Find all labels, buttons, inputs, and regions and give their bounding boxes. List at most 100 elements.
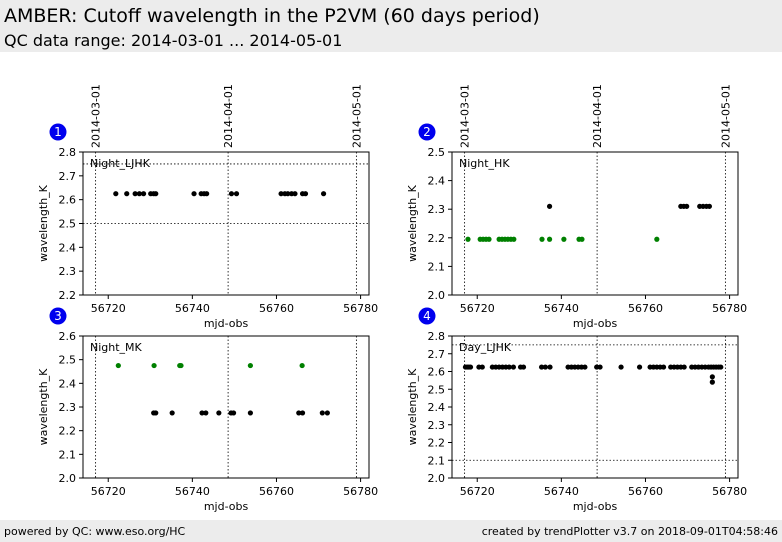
data-point xyxy=(247,410,253,416)
page-title: AMBER: Cutoff wavelength in the P2VM (60… xyxy=(4,5,540,27)
date-tick-label: 2014-05-01 xyxy=(350,84,363,148)
x-tick-label: 56740 xyxy=(544,485,579,498)
date-tick-label: 2014-04-01 xyxy=(222,84,235,148)
data-point xyxy=(709,374,715,380)
y-tick-label: 2.2 xyxy=(59,289,77,302)
y-axis-label: wavelength_K xyxy=(406,184,419,262)
data-point xyxy=(706,203,713,209)
data-point xyxy=(320,191,327,197)
data-point xyxy=(153,410,159,416)
y-tick-label: 2.2 xyxy=(428,437,446,450)
panel-label: Night_LJHK xyxy=(90,157,151,170)
y-tick-label: 2.5 xyxy=(428,146,446,159)
y-tick-label: 2.4 xyxy=(428,401,446,414)
data-point xyxy=(113,191,119,197)
y-tick-label: 2.1 xyxy=(59,448,77,461)
data-point xyxy=(546,236,553,242)
footer-created-by: created by trendPlotter v3.7 on 2018-09-… xyxy=(481,525,778,538)
chart-panel-2: 2.0 2.1 2.2 2.3 2.4 2.5 56720 56740 56760 56780 mj… xyxy=(406,84,747,330)
data-point xyxy=(319,410,325,416)
panel-number: 1 xyxy=(54,125,62,139)
data-point xyxy=(324,410,330,416)
y-tick-label: 2.4 xyxy=(59,241,77,254)
y-tick-label: 2.1 xyxy=(428,260,446,273)
data-point xyxy=(539,236,545,242)
date-tick-label: 2014-03-01 xyxy=(90,84,103,148)
y-tick-label: 2.2 xyxy=(59,425,77,438)
x-tick-label: 56720 xyxy=(91,302,126,315)
panel-label: Day_LJHK xyxy=(459,341,512,354)
data-point xyxy=(681,364,687,370)
chart-panel-4: 2.0 2.1 2.2 2.3 2.4 2.5 2.6 2.7 2.8 56720 56740 567… xyxy=(406,307,747,513)
panel-number: 2 xyxy=(423,125,431,139)
data-point xyxy=(228,191,235,197)
data-point xyxy=(247,362,253,369)
y-tick-label: 2.4 xyxy=(59,377,77,390)
plot-frame xyxy=(451,151,739,296)
y-tick-label: 2.6 xyxy=(59,194,77,207)
panel-number-badge xyxy=(49,307,67,325)
data-point xyxy=(486,236,492,242)
y-axis-label: wavelength_K xyxy=(406,368,419,446)
y-tick-label: 2.3 xyxy=(428,419,446,432)
x-axis-label: mjd-obs xyxy=(573,317,618,330)
data-point xyxy=(299,362,305,369)
chart-panel-3: 2.0 2.1 2.2 2.3 2.4 2.5 2.6 56720 56740 56760 5678… xyxy=(37,307,378,513)
y-tick-label: 2.3 xyxy=(59,265,77,278)
y-tick-label: 2.7 xyxy=(428,348,446,361)
y-axis-label: wavelength_K xyxy=(37,184,50,262)
page-subtitle: QC data range: 2014-03-01 ... 2014-05-01 xyxy=(4,31,343,50)
x-tick-label: 56760 xyxy=(628,485,663,498)
data-point xyxy=(465,236,471,242)
date-tick-label: 2014-05-01 xyxy=(719,84,732,148)
data-point xyxy=(709,379,715,385)
x-tick-label: 56780 xyxy=(712,485,747,498)
data-point xyxy=(542,364,548,370)
y-tick-label: 2.2 xyxy=(428,232,446,245)
x-tick-label: 56780 xyxy=(712,302,747,315)
date-tick-label: 2014-03-01 xyxy=(459,84,472,148)
y-tick-label: 2.8 xyxy=(59,146,77,159)
data-point xyxy=(140,191,147,197)
data-point xyxy=(204,191,210,197)
y-tick-label: 2.3 xyxy=(428,203,446,216)
data-point xyxy=(506,364,512,370)
y-tick-label: 2.3 xyxy=(59,401,77,414)
date-tick-label: 2014-04-01 xyxy=(591,84,604,148)
x-tick-label: 56760 xyxy=(259,485,294,498)
data-point xyxy=(511,236,517,242)
data-point xyxy=(233,191,240,197)
x-tick-label: 56760 xyxy=(259,302,294,315)
data-point xyxy=(285,191,291,197)
data-point xyxy=(132,191,138,197)
x-tick-label: 56760 xyxy=(628,302,663,315)
x-tick-label: 56780 xyxy=(343,485,378,498)
y-tick-label: 2.5 xyxy=(428,383,446,396)
data-point xyxy=(618,364,624,370)
x-tick-label: 56720 xyxy=(460,485,495,498)
data-point xyxy=(479,364,485,370)
data-point xyxy=(538,364,545,370)
data-point xyxy=(597,364,603,370)
data-point xyxy=(684,203,690,209)
data-point xyxy=(660,364,667,370)
data-point xyxy=(296,410,302,416)
x-tick-label: 56740 xyxy=(175,485,210,498)
data-point xyxy=(230,410,237,416)
x-tick-label: 56740 xyxy=(544,302,579,315)
data-point xyxy=(124,191,130,197)
footer-credit: powered by QC: www.eso.org/HC xyxy=(4,525,186,538)
data-point xyxy=(216,410,222,416)
data-point xyxy=(718,364,724,370)
data-point xyxy=(299,410,306,416)
data-point xyxy=(169,410,175,416)
data-point xyxy=(561,236,567,242)
data-point xyxy=(191,191,197,197)
data-point xyxy=(136,191,142,197)
panel-number: 4 xyxy=(423,309,431,323)
data-point xyxy=(115,362,121,369)
data-point xyxy=(654,236,660,242)
y-tick-label: 2.0 xyxy=(428,472,446,485)
data-point xyxy=(178,362,184,369)
